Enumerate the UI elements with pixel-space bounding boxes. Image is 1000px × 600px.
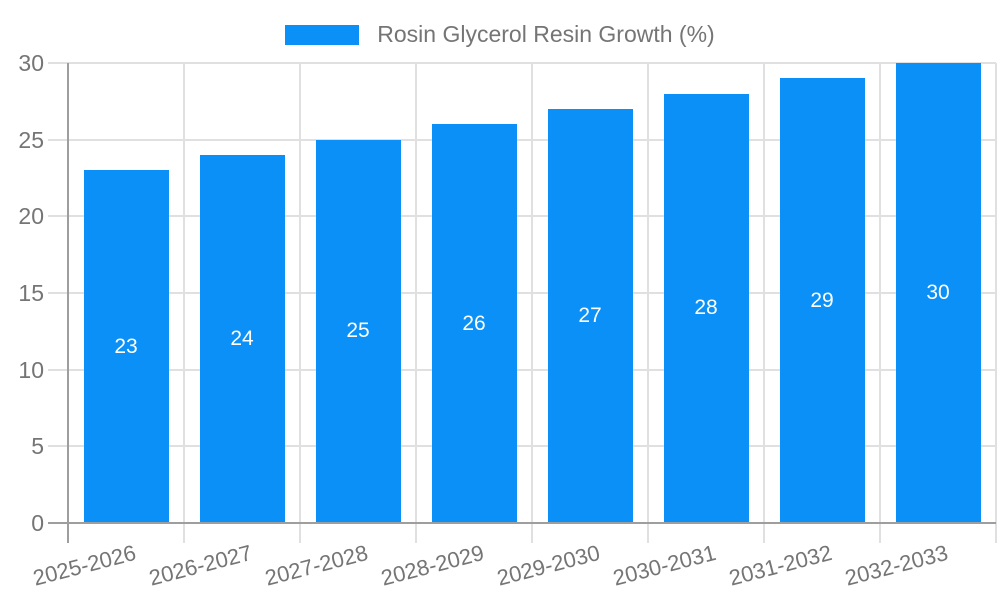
legend[interactable]: Rosin Glycerol Resin Growth (%) [0, 21, 1000, 48]
legend-label: Rosin Glycerol Resin Growth (%) [377, 21, 715, 47]
v-gridline [183, 63, 185, 543]
x-tick-label: 2026-2027 [146, 540, 255, 591]
h-gridline [48, 292, 996, 294]
bar-value-label: 24 [230, 327, 254, 350]
h-gridline [48, 368, 996, 371]
bar[interactable]: 29 [779, 78, 865, 523]
y-tick-label: 15 [18, 280, 44, 306]
bar[interactable]: 28 [663, 93, 749, 523]
bar[interactable]: 25 [315, 139, 401, 523]
bar-value-label: 29 [810, 288, 834, 312]
y-axis-line [67, 63, 69, 543]
bar-value-label: 25 [346, 319, 370, 343]
h-gridline [48, 215, 996, 218]
bar-value-label: 26 [462, 311, 486, 335]
v-gridline [531, 63, 533, 543]
h-gridline [48, 138, 996, 141]
bar[interactable]: 24 [199, 155, 285, 523]
x-tick-label: 2025-2026 [30, 540, 139, 591]
x-tick-label: 2031-2032 [726, 540, 835, 591]
h-gridline [48, 445, 996, 448]
v-gridline [647, 63, 649, 543]
x-tick-label: 2030-2031 [610, 540, 719, 591]
v-gridline [879, 63, 881, 543]
y-tick-label: 5 [31, 433, 44, 460]
y-tick-label: 10 [18, 356, 44, 383]
y-tick-label: 20 [18, 203, 44, 230]
bar[interactable]: 27 [547, 109, 633, 523]
bar[interactable]: 23 [83, 170, 169, 523]
v-gridline [995, 63, 997, 543]
bar-value-label: 28 [694, 296, 718, 320]
x-tick-label: 2027-2028 [262, 540, 371, 591]
bar[interactable]: 26 [431, 124, 517, 523]
y-tick-label: 0 [31, 510, 44, 536]
bar[interactable]: 30 [895, 63, 981, 523]
x-tick-label: 2029-2030 [494, 540, 603, 591]
x-tick-label: 2032-2033 [842, 540, 951, 591]
bar-value-label: 27 [578, 304, 602, 327]
x-tick-label: 2028-2029 [378, 540, 487, 591]
v-gridline [299, 63, 301, 543]
x-axis-line [48, 522, 996, 524]
bar-value-label: 30 [926, 281, 950, 304]
bar-value-label: 23 [114, 334, 138, 358]
v-gridline [763, 63, 765, 543]
legend-swatch-icon [285, 24, 360, 45]
y-tick-label: 25 [18, 126, 44, 153]
h-gridline [48, 62, 996, 64]
v-gridline [415, 63, 417, 543]
y-tick-label: 30 [18, 50, 44, 76]
